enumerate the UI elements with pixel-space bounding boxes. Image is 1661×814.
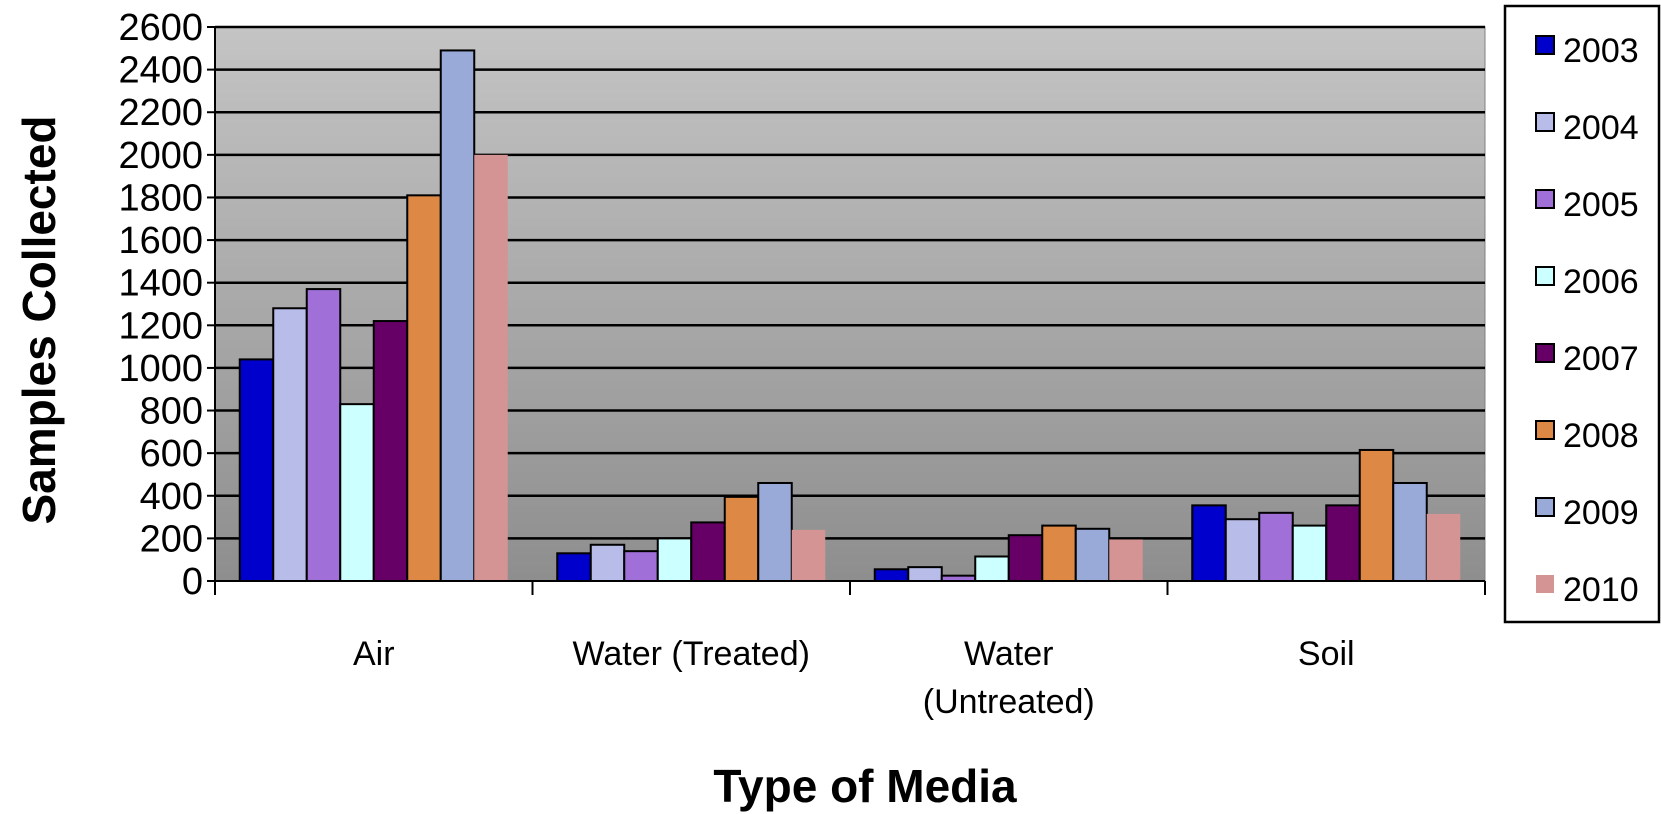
legend-label-2005: 2005 (1563, 186, 1639, 224)
bar-2006-3 (1291, 524, 1328, 582)
y-tick-label: 1800 (118, 177, 203, 219)
bar-2009-0 (439, 49, 476, 582)
y-tick-label: 1000 (118, 348, 203, 390)
bar-2003-2 (873, 568, 910, 582)
bar-2004-0 (272, 307, 308, 582)
bar-2009-1 (757, 481, 793, 582)
bar-2010-3 (1426, 513, 1461, 581)
bar-2008-0 (406, 194, 442, 582)
legend-swatch-2006 (1535, 266, 1555, 286)
y-tick-label: 800 (140, 391, 203, 433)
bar-2010-1 (791, 529, 826, 581)
legend-swatch-2005 (1535, 189, 1555, 209)
legend-swatch-2007 (1535, 343, 1555, 363)
legend-swatch-2008 (1535, 420, 1555, 440)
bar-2007-3 (1325, 504, 1361, 583)
legend-box (1503, 4, 1661, 624)
y-tick-label: 200 (140, 518, 203, 560)
bar-2003-0 (238, 358, 275, 582)
legend-label-2004: 2004 (1563, 109, 1639, 147)
y-tick-label: 1200 (118, 305, 203, 347)
bar-2006-0 (339, 403, 375, 582)
legend-label-2010: 2010 (1563, 571, 1639, 609)
y-tick-label: 2400 (118, 50, 203, 92)
legend-label-2003: 2003 (1563, 32, 1639, 70)
x-axis-title: Type of Media (713, 760, 1017, 812)
y-tick-label: 2200 (118, 92, 203, 134)
axes (207, 26, 1486, 595)
legend: 2003 2004 2005 2006 2007 2008 2009 2010 (1503, 4, 1661, 624)
bar-2003-1 (556, 552, 592, 582)
bar-2008-2 (1041, 524, 1077, 582)
y-tick-label: 2000 (118, 135, 203, 177)
y-tick-label: 1600 (118, 220, 203, 262)
x-category-label: Air (353, 635, 395, 673)
bar-2009-2 (1074, 527, 1111, 582)
legend-label-2008: 2008 (1563, 417, 1639, 455)
legend-swatch-2004 (1535, 112, 1555, 132)
bar-2005-3 (1258, 511, 1294, 582)
y-tick-label: 2600 (118, 7, 203, 49)
y-axis-title: Samples Collected (13, 115, 65, 524)
bar-2006-1 (656, 537, 693, 583)
y-tick-label: 0 (182, 561, 203, 603)
legend-label-2006: 2006 (1563, 263, 1639, 301)
bar-2005-0 (305, 288, 342, 582)
bar-2006-2 (974, 555, 1010, 582)
bar-2003-3 (1191, 504, 1227, 583)
y-tick-label: 1400 (118, 263, 203, 305)
legend-swatch-2003 (1535, 35, 1555, 55)
bar-2004-2 (907, 566, 943, 583)
x-category-labels: Air Water (Treated) Water (Untreated) Soil (353, 635, 1355, 721)
bar-2010-0 (474, 154, 508, 581)
bar-2010-2 (1109, 539, 1143, 581)
bar-2007-0 (372, 320, 409, 582)
x-category-label: Water (Treated) (573, 635, 810, 673)
bar-2007-1 (690, 521, 726, 583)
legend-label-2007: 2007 (1563, 340, 1639, 378)
legend-label-2009: 2009 (1563, 494, 1639, 532)
legend-swatch-2010 (1536, 575, 1554, 593)
bar-2009-3 (1392, 481, 1428, 582)
bar-2008-1 (723, 495, 760, 583)
bar-2004-3 (1224, 518, 1261, 583)
bar-2004-1 (589, 543, 626, 582)
y-tick-labels: 0200400600800100012001400160018002000220… (118, 7, 203, 603)
bar-2007-2 (1007, 534, 1044, 583)
bar-2008-3 (1358, 448, 1395, 583)
y-tick-label: 600 (140, 433, 203, 475)
x-category-label: Soil (1298, 635, 1355, 673)
legend-swatch-2009 (1535, 497, 1555, 517)
y-tick-label: 400 (140, 476, 203, 518)
x-category-label: Water (Untreated) (923, 635, 1095, 721)
bar-2005-1 (623, 550, 659, 583)
